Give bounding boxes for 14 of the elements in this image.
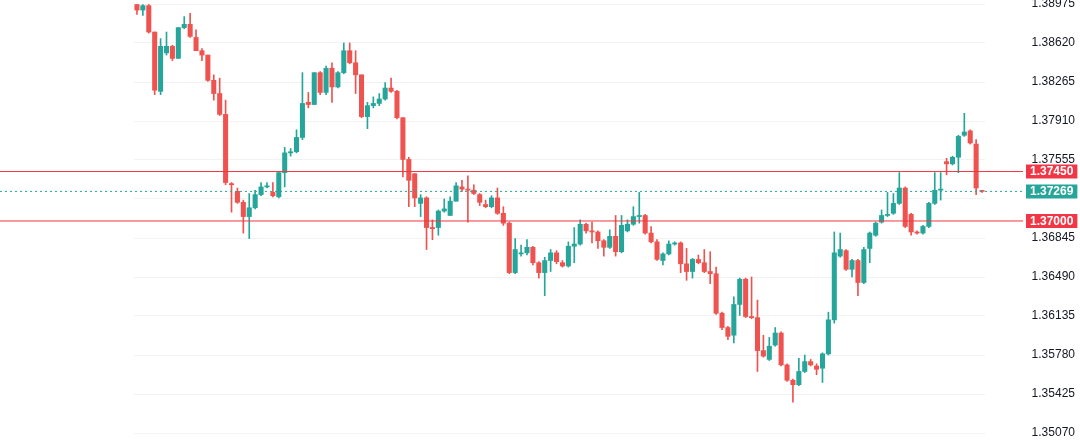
y-tick-label: 1.35425 <box>1031 386 1076 401</box>
candlestick <box>961 112 967 137</box>
y-tick-label: 1.38265 <box>1031 74 1076 89</box>
y-tick-label: 1.37910 <box>1031 113 1076 128</box>
y-tick-label: 1.38620 <box>1031 35 1076 50</box>
y-tick-label: 1.37555 <box>1031 152 1076 167</box>
y-tick-label: 1.35070 <box>1031 425 1076 440</box>
y-tick-label: 1.36490 <box>1031 269 1076 284</box>
y-tick-label: 1.35780 <box>1031 347 1076 362</box>
y-tick-label: 1.36845 <box>1031 230 1076 245</box>
ref-line-label: 1.37000 <box>1030 213 1074 228</box>
ref-line-label: 1.37450 <box>1030 164 1074 179</box>
y-tick-label: 1.36135 <box>1031 308 1076 323</box>
ref-line-label: 1.37269 <box>1030 184 1074 199</box>
